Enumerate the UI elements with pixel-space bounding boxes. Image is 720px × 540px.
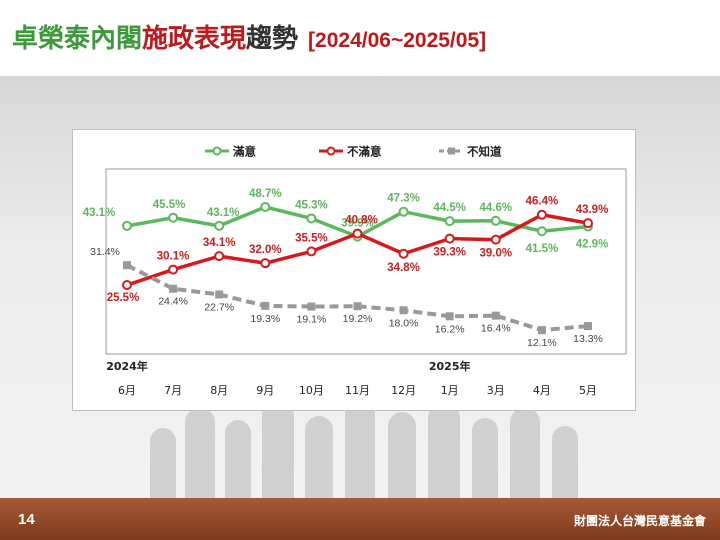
data-label-2-9: 12.1% [527,337,557,349]
title-bar: 卓榮泰內閣施政表現趨勢 [2024/06~2025/05] [0,0,720,72]
title-part-trend: 趨勢 [246,24,299,54]
year-label-1: 2025年 [429,359,471,373]
point-1-9 [536,209,547,220]
year-label-0: 2024年 [106,359,148,373]
data-label-1-8: 39.0% [479,248,512,260]
data-label-2-1: 24.4% [158,296,188,308]
data-label-0-10: 42.9% [576,239,609,251]
data-label-1-10: 43.9% [576,204,609,216]
point-1-3 [260,258,271,269]
data-label-1-5: 40.8% [345,215,378,227]
data-label-0-5: 39.9% [341,218,374,230]
data-label-0-8: 44.6% [479,202,512,214]
x-tick-label: 8月 [210,384,228,397]
data-label-2-6: 18.0% [389,317,419,329]
chart-card: 滿意 不滿意 不知道 43.1% 45.5% 43.1% 48.7% 45.3% 39.9% 47… [72,129,636,411]
point-0-8 [490,215,501,226]
x-tick-label: 3月 [487,384,505,397]
x-tick-label: 10月 [299,384,324,397]
data-label-0-4: 45.3% [295,199,328,211]
point-1-4 [306,246,317,257]
data-label-2-2: 22.7% [204,301,234,313]
point-2-7 [445,312,454,321]
point-1-0 [122,280,132,291]
data-label-0-6: 47.3% [387,193,420,205]
x-tick-label: 4月 [533,384,551,397]
point-1-6 [398,248,409,259]
x-tick-label: 5月 [579,384,597,397]
title-part-performance: 施政表現 [142,24,247,54]
data-label-1-1: 30.1% [157,251,190,263]
point-2-0 [123,261,131,270]
point-0-6 [398,206,409,217]
slide-title: 卓榮泰內閣施政表現趨勢 [2024/06~2025/05] [12,18,486,55]
data-label-2-8: 16.4% [481,323,511,335]
point-0-9 [536,226,547,237]
point-0-7 [444,216,455,227]
legend-label-0: 滿意 [233,145,256,159]
legend-marker-2 [448,147,455,155]
page-number: 14 [18,511,35,528]
data-label-1-3: 32.0% [249,244,282,256]
point-2-6 [399,306,408,315]
point-2-4 [307,302,316,311]
title-date-range: [2024/06~2025/05] [308,29,487,52]
point-2-1 [169,284,178,293]
x-tick-label: 6月 [118,384,136,397]
data-label-1-0: 25.5% [107,292,140,304]
x-tick-label: 9月 [256,384,274,397]
data-label-1-6: 34.8% [387,262,420,274]
data-label-2-10: 13.3% [573,333,603,345]
point-1-1 [168,264,179,275]
legend-label-1: 不滿意 [347,145,382,159]
point-2-10 [584,322,592,331]
data-label-1-7: 39.3% [433,247,466,259]
point-0-0 [122,220,132,231]
point-2-9 [537,326,546,335]
point-1-8 [490,234,501,245]
point-2-2 [215,290,224,299]
point-0-4 [306,213,317,224]
point-0-2 [214,220,225,231]
data-label-2-7: 16.2% [435,323,465,335]
data-label-0-7: 44.5% [433,202,466,214]
satisfaction-trend-chart: 滿意 不滿意 不知道 43.1% 45.5% 43.1% 48.7% 45.3% 39.9% 47… [83,145,627,397]
x-tick-label: 7月 [164,384,182,397]
point-2-5 [353,302,362,311]
x-tick-label: 12月 [391,384,416,397]
point-1-10 [583,218,593,229]
data-label-1-2: 34.1% [203,237,236,249]
data-label-0-1: 45.5% [153,199,186,211]
point-1-2 [214,251,225,262]
data-label-2-3: 19.3% [250,313,280,325]
footer-bar: 14 財團法人台灣民意基金會 [0,498,720,540]
data-label-0-9: 41.5% [526,243,559,255]
legend-label-2: 不知道 [467,145,502,159]
data-label-1-9: 46.4% [526,196,559,208]
point-2-8 [491,311,500,320]
data-label-2-5: 19.2% [343,313,373,325]
data-label-2-0: 31.4% [90,246,120,258]
data-label-0-0: 43.1% [83,207,116,219]
data-label-0-2: 43.1% [207,207,240,219]
series-line-2 [126,263,589,333]
legend-marker-0 [212,146,222,156]
point-1-5 [352,228,363,239]
point-0-3 [260,202,271,213]
plot-frame [105,168,627,355]
data-label-2-4: 19.1% [297,314,327,326]
data-label-0-3: 48.7% [249,188,282,200]
organization-name: 財團法人台灣民意基金會 [573,514,706,528]
data-label-1-4: 35.5% [295,232,328,244]
point-1-7 [444,233,455,244]
title-part-cabinet: 卓榮泰內閣 [12,24,143,54]
point-2-3 [261,301,270,310]
x-tick-label: 11月 [345,384,370,397]
x-tick-label: 1月 [441,384,459,397]
legend-marker-1 [326,146,336,156]
point-0-1 [168,212,179,223]
